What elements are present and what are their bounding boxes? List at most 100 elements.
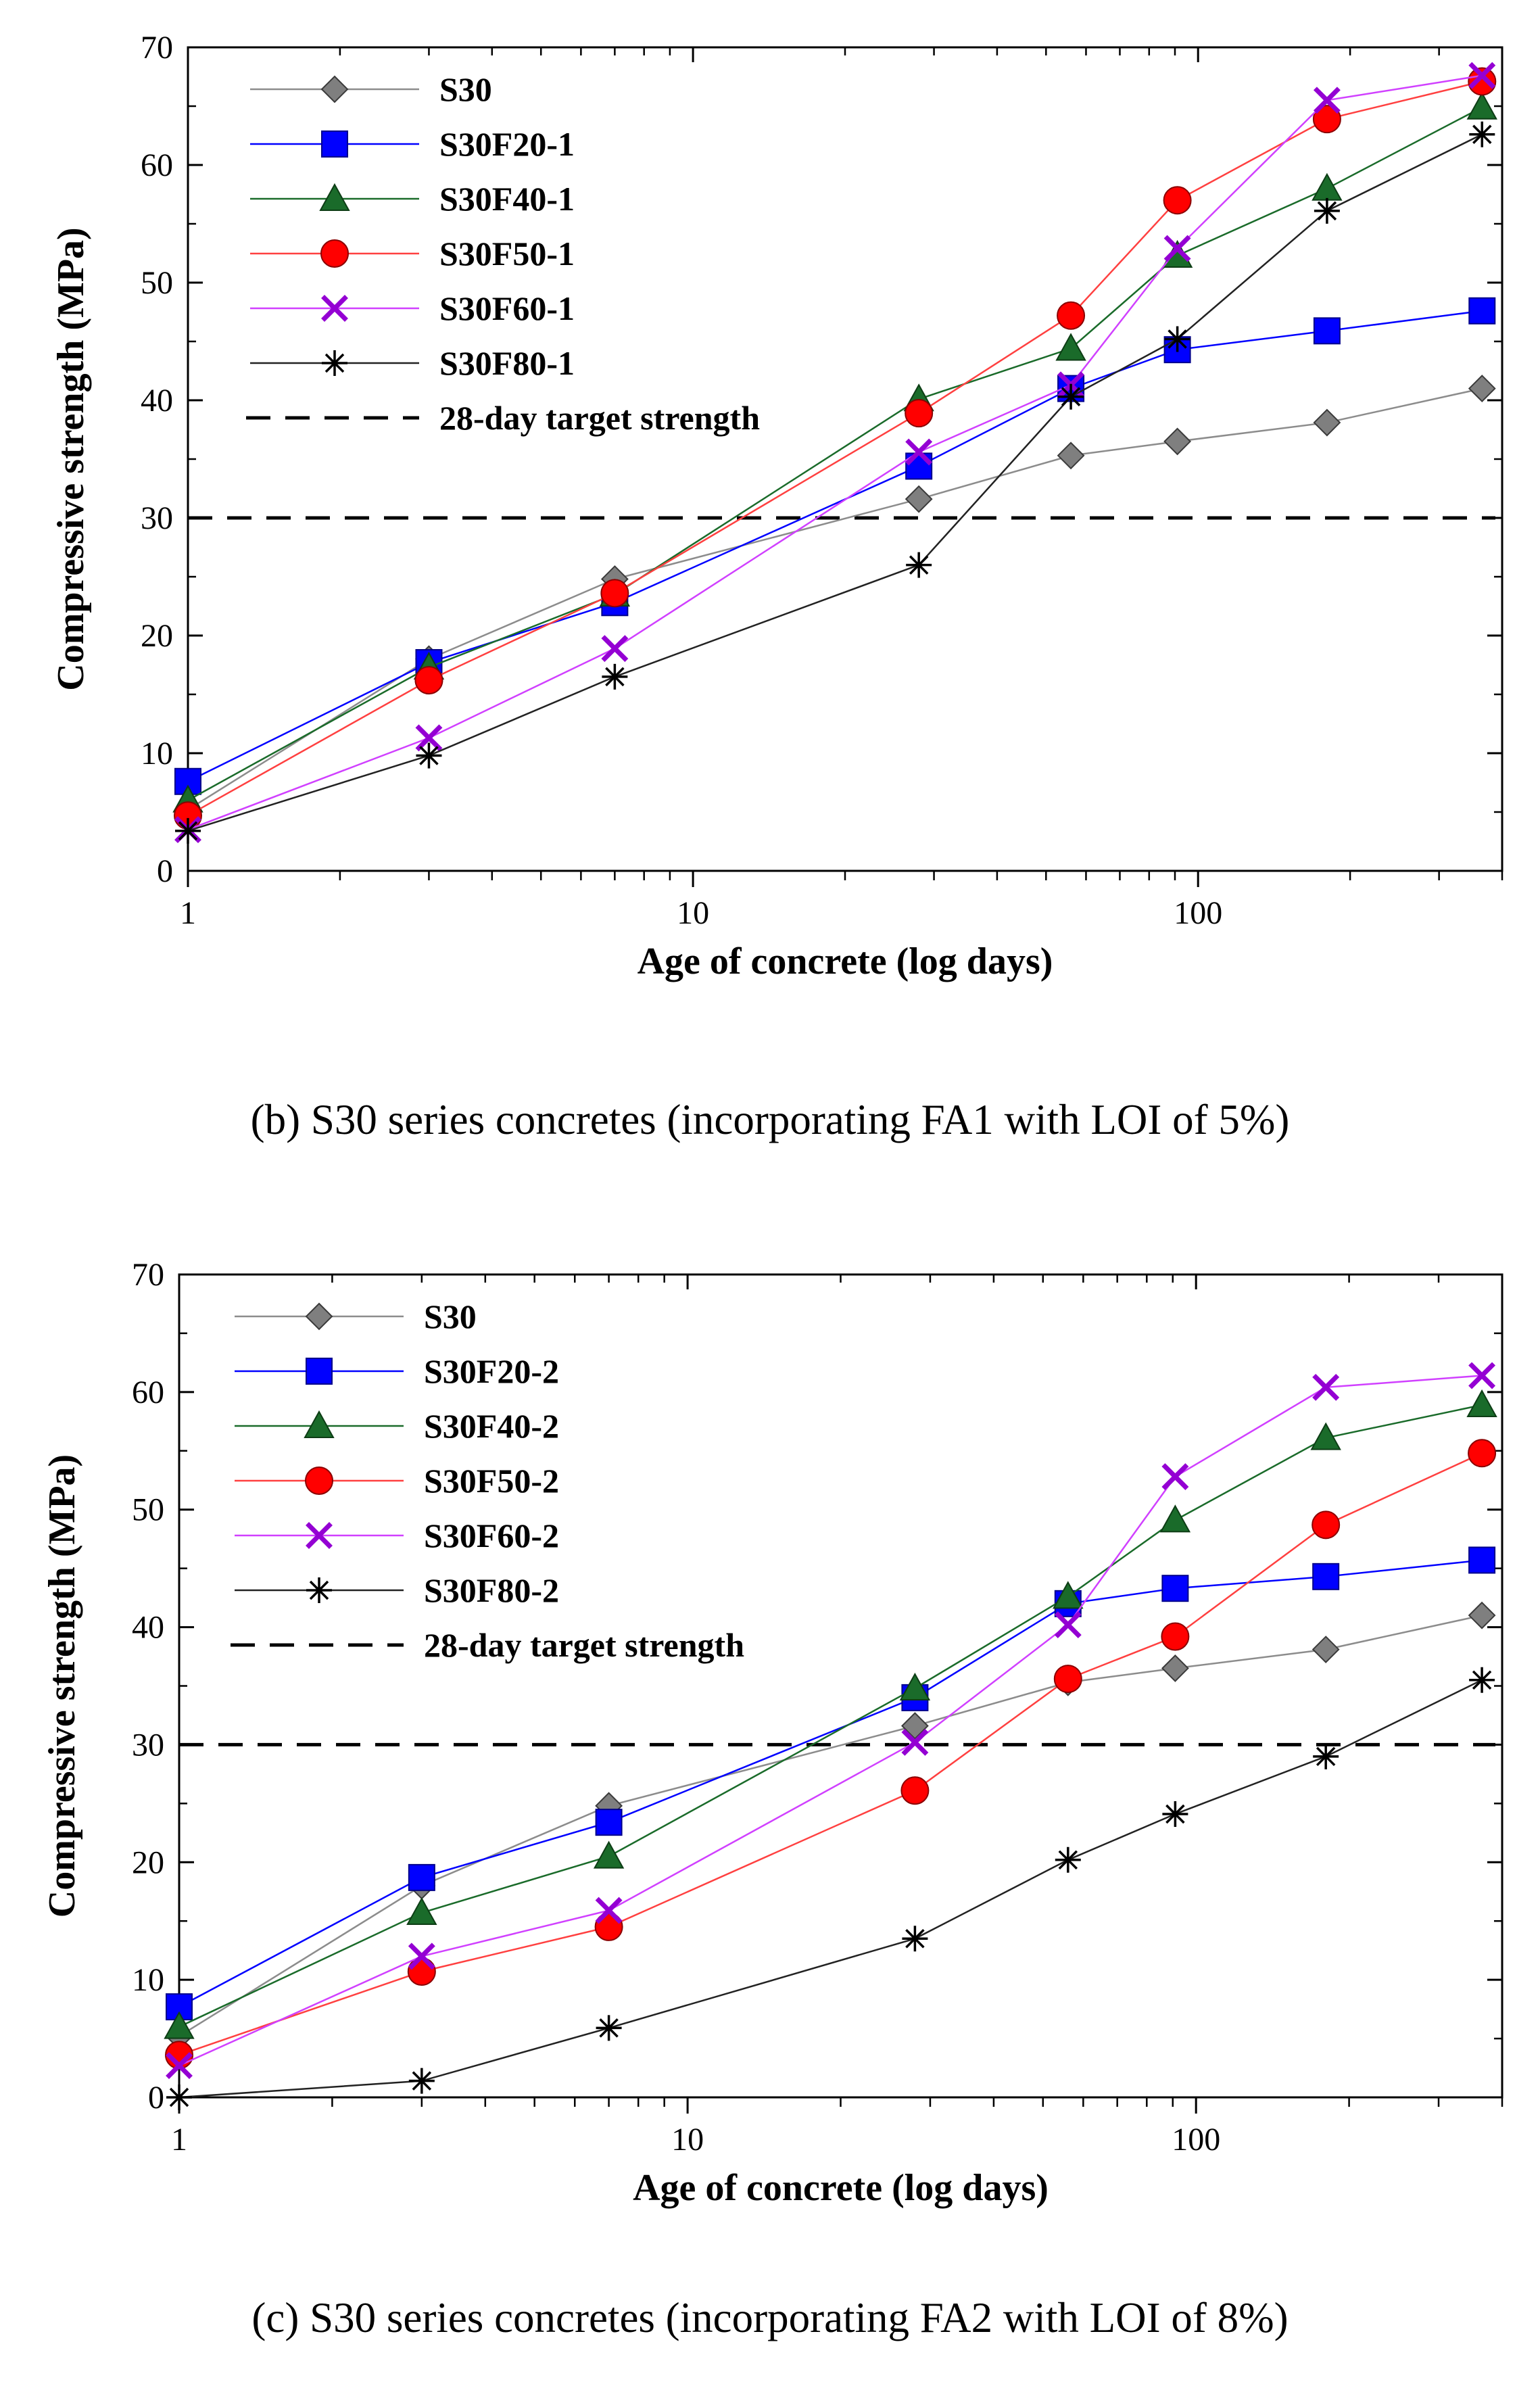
- data-point-s30f40-1: [1312, 172, 1343, 201]
- data-point-s30: [1468, 1601, 1496, 1629]
- y-tick-label: 0: [157, 853, 173, 889]
- legend-label: S30F60-2: [424, 1517, 559, 1554]
- data-point-s30f60-2: [166, 2052, 193, 2080]
- data-point-s30f80-1: [175, 817, 201, 844]
- y-axis-label: Compressive strength (MPa): [50, 227, 92, 690]
- legend-marker-s30: [320, 75, 349, 103]
- series-s30f40-1: [172, 91, 1497, 813]
- data-point-s30f50-2: [1161, 1622, 1190, 1651]
- series-line-s30f40-2: [178, 1404, 1483, 2028]
- legend-marker-s30: [305, 1302, 333, 1331]
- series-s30: [174, 375, 1496, 824]
- series-s30f50-1: [174, 67, 1497, 830]
- y-tick-label: 10: [132, 1962, 164, 1998]
- data-point-s30f80-1: [1058, 383, 1084, 410]
- plot-frame: [178, 1273, 1503, 2099]
- data-point-s30f80-1: [906, 552, 932, 578]
- data-point-s30f50-2: [900, 1776, 930, 1805]
- data-point-s30f60-2: [1468, 1362, 1496, 1389]
- legend-marker-s30f40-2: [304, 1410, 335, 1438]
- x-tick-label: 1: [180, 895, 196, 931]
- data-point-s30f20-2: [1312, 1563, 1340, 1590]
- data-point-s30f60-2: [1312, 1373, 1340, 1401]
- y-axis-label: Compressive strength (MPa): [41, 1454, 83, 1917]
- data-point-s30: [1163, 427, 1192, 456]
- legend-label: S30: [439, 70, 492, 108]
- data-point-s30f60-1: [1468, 62, 1496, 89]
- y-tick-label: 20: [132, 1844, 164, 1880]
- legend-label: S30F80-1: [439, 344, 575, 382]
- legend-label: S30F50-1: [439, 235, 575, 272]
- data-point-s30f40-2: [1310, 1422, 1341, 1450]
- legend-marker-s30f20-2: [306, 1358, 333, 1385]
- y-tick-label: 40: [132, 1610, 164, 1646]
- data-point-s30: [1312, 1636, 1340, 1664]
- data-point-s30f20-2: [1161, 1575, 1189, 1602]
- data-point-s30f50-2: [1468, 1439, 1497, 1468]
- data-point-s30f60-2: [595, 1897, 623, 1924]
- y-tick-label: 0: [148, 2080, 164, 2116]
- legend-marker-s30f50-2: [305, 1467, 333, 1495]
- legend-label: S30F20-2: [424, 1352, 559, 1390]
- figure-caption-c: (c) S30 series concretes (incorporating …: [251, 2294, 1289, 2341]
- data-point-s30f50-1: [1057, 301, 1086, 330]
- chart-panel-c: 0 10 20 30 40 50 60 70 1 10 100 Age of concrete (lo…: [0, 1204, 1540, 2407]
- legend-marker-s30f60-1: [321, 295, 348, 322]
- series-line-s30f60-2: [178, 1375, 1483, 2067]
- y-tick-label: 50: [141, 265, 173, 301]
- line-chart-c: 0 10 20 30 40 50 60 70 1 10 100 Age of concrete (lo…: [41, 1257, 1503, 2209]
- data-point-s30f60-2: [408, 1943, 435, 1970]
- y-tick-label: 30: [132, 1727, 164, 1763]
- legend-label: S30F20-1: [439, 125, 575, 163]
- data-point-s30f50-1: [1468, 67, 1497, 96]
- legend-marker-s30f80-1: [322, 350, 347, 376]
- y-tick-label: 60: [132, 1375, 164, 1410]
- series-line-s30f20-2: [178, 1559, 1483, 2008]
- data-point-s30f80-2: [596, 2015, 622, 2041]
- legend-label: S30F40-1: [439, 180, 575, 218]
- x-tick-label: 10: [671, 2122, 704, 2158]
- series-s30f20-1: [174, 297, 1496, 795]
- chart-panel-b: 0 10 20 30 40 50 60 70 1 10 100 Age of concrete (lo…: [50, 30, 1503, 1143]
- data-point-s30f20-2: [408, 1863, 435, 1891]
- data-point-s30f80-2: [1162, 1801, 1188, 1828]
- x-tick-label: 100: [1172, 2122, 1220, 2158]
- data-point-s30f80-2: [1469, 1667, 1495, 1693]
- data-point-s30: [1057, 442, 1085, 470]
- data-point-s30f80-2: [1055, 1846, 1081, 1873]
- series-s30f20-2: [166, 1546, 1496, 2021]
- series-line-s30f80-2: [178, 1679, 1483, 2099]
- data-point-s30f40-2: [406, 1897, 437, 1926]
- data-point-s30f40-2: [899, 1672, 931, 1700]
- series-line-s30f80-1: [187, 133, 1483, 832]
- data-point-s30f80-2: [902, 1926, 928, 1952]
- series-line-s30f20-1: [187, 310, 1483, 782]
- data-point-s30f40-2: [164, 2011, 195, 2039]
- data-point-s30f80-1: [1314, 197, 1340, 224]
- data-point-s30f80-1: [1469, 121, 1495, 147]
- data-point-s30f40-2: [1053, 1581, 1084, 1609]
- series-line-s30: [178, 1614, 1483, 2037]
- data-point-s30f50-1: [1163, 186, 1192, 215]
- y-tick-label: 50: [132, 1492, 164, 1528]
- data-point-s30: [1468, 375, 1496, 403]
- data-point-s30f50-1: [600, 579, 629, 608]
- y-tick-label: 10: [141, 736, 173, 771]
- series-s30f40-2: [164, 1389, 1497, 2039]
- data-point-s30f40-2: [1159, 1504, 1191, 1533]
- legend-label: S30F40-2: [424, 1407, 559, 1445]
- legend-marker-s30f20-1: [321, 130, 348, 158]
- data-point-s30f50-1: [414, 666, 443, 695]
- x-tick-label: 10: [677, 895, 709, 931]
- series-line-s30: [187, 387, 1483, 811]
- data-point-s30f80-2: [408, 2068, 435, 2094]
- y-tick-label: 70: [141, 30, 173, 66]
- data-point-s30f40-2: [593, 1840, 625, 1869]
- data-point-s30: [900, 1712, 929, 1740]
- plot-frame: [187, 46, 1503, 872]
- legend-marker-s30f80-2: [306, 1577, 332, 1603]
- data-point-s30f20-1: [1313, 317, 1341, 345]
- legend: S30 S30F20-2 S30F40-2 S30F50-2 S30F60-2 S30F8…: [231, 1297, 744, 1664]
- x-tick-label: 1: [171, 2122, 187, 2158]
- data-point-s30f50-2: [1312, 1510, 1341, 1540]
